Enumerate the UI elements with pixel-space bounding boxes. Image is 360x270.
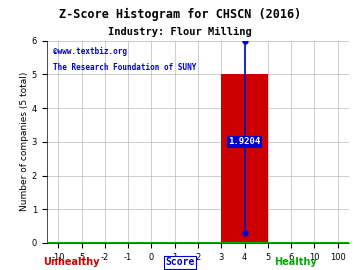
Text: ©www.textbiz.org: ©www.textbiz.org — [53, 46, 127, 56]
Text: Industry: Flour Milling: Industry: Flour Milling — [108, 27, 252, 37]
Text: 1.9204: 1.9204 — [228, 137, 261, 146]
Bar — [221, 74, 268, 243]
Text: Score: Score — [165, 257, 195, 267]
Text: The Research Foundation of SUNY: The Research Foundation of SUNY — [53, 63, 196, 72]
Text: Healthy: Healthy — [274, 257, 317, 267]
Text: Z-Score Histogram for CHSCN (2016): Z-Score Histogram for CHSCN (2016) — [59, 8, 301, 21]
Y-axis label: Number of companies (5 total): Number of companies (5 total) — [20, 72, 29, 211]
Text: Unhealthy: Unhealthy — [43, 257, 100, 267]
